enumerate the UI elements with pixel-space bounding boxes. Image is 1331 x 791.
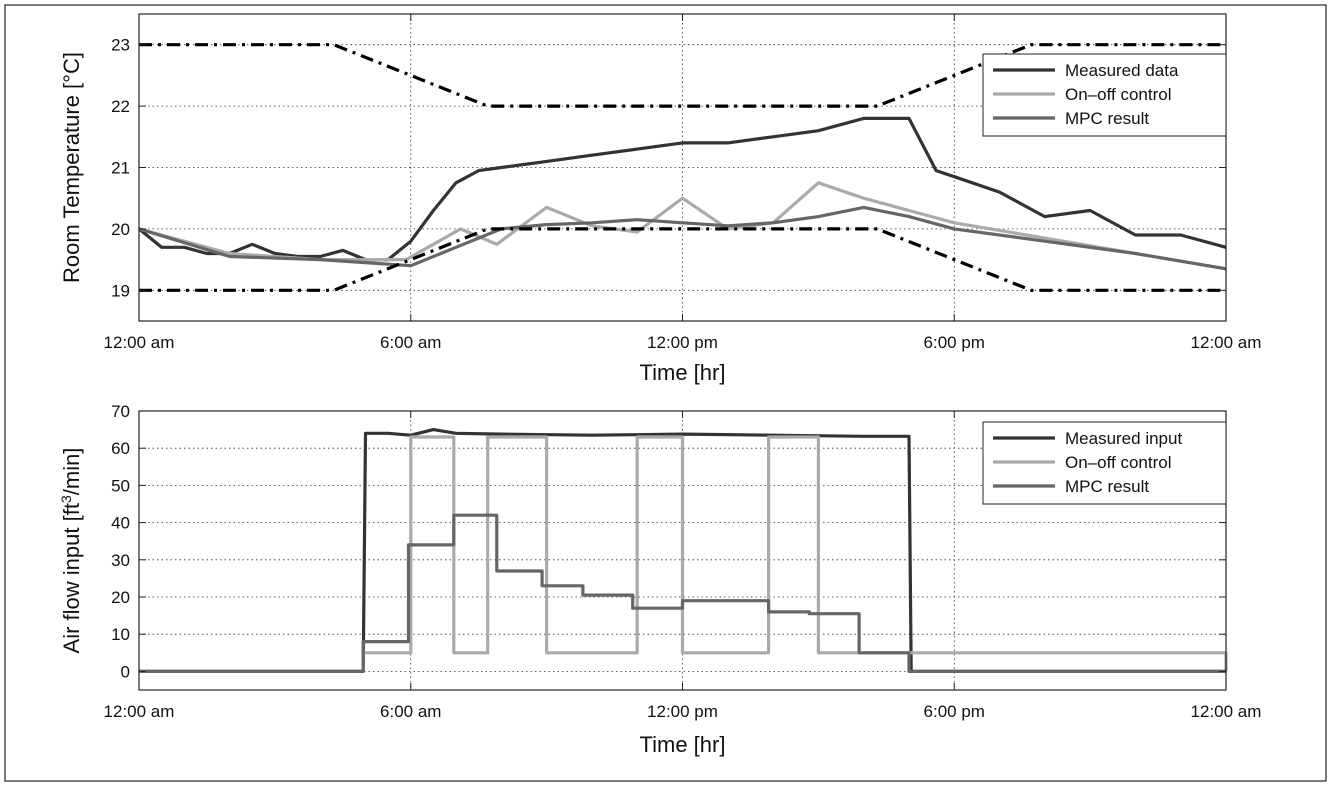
x-tick-label: 12:00 am	[104, 702, 175, 721]
legend-label: MPC result	[1065, 477, 1149, 496]
series-line-mpc-result	[138, 205, 1227, 271]
series-line-on-off-control	[138, 181, 1227, 271]
series-line-on-off-control	[139, 435, 1228, 674]
y-tick-label: 30	[111, 551, 130, 570]
airflow-x-axis-label: Time [hr]	[640, 732, 726, 757]
legend-label: Measured input	[1065, 429, 1182, 448]
airflow-y-label-tail: /min]	[59, 448, 84, 496]
y-tick-label: 21	[111, 159, 130, 178]
x-tick-label: 12:00 am	[1191, 333, 1262, 352]
series-line-mpc-result	[139, 513, 1226, 674]
y-tick-label: 20	[111, 588, 130, 607]
x-tick-label: 6:00 am	[380, 702, 441, 721]
y-tick-label: 40	[111, 514, 130, 533]
airflow-y-label-sup: 3	[58, 495, 74, 503]
airflow-y-axis-label: Air flow input [ft3/min]	[58, 448, 84, 654]
airflow-chart: 12:00 am 6:00 am 12:00 pm 6:00 pm 12:00 am 0 1…	[58, 402, 1261, 757]
x-tick-label: 12:00 am	[104, 333, 175, 352]
temperature-chart: 12:00 am 6:00 am 12:00 pm 6:00 pm 12:00 am 19…	[59, 13, 1262, 385]
airflow-series	[139, 428, 1228, 674]
x-tick-label: 6:00 pm	[924, 333, 985, 352]
y-tick-label: 50	[111, 476, 130, 495]
y-tick-label: 22	[111, 97, 130, 116]
temperature-legend: Measured data On–off control MPC result	[982, 53, 1227, 137]
temperature-y-axis-label: Room Temperature [°C]	[59, 52, 84, 283]
legend-label: MPC result	[1065, 109, 1149, 128]
y-tick-label: 70	[111, 402, 130, 421]
x-tick-label: 12:00 am	[1191, 702, 1262, 721]
temperature-x-axis-label: Time [hr]	[640, 360, 726, 385]
x-tick-label: 12:00 pm	[647, 333, 718, 352]
y-tick-label: 60	[111, 439, 130, 458]
airflow-y-label-base: Air flow input [ft	[59, 503, 84, 653]
airflow-legend: Measured input On–off control MPC result	[982, 421, 1227, 505]
y-tick-label: 0	[121, 662, 130, 681]
x-tick-label: 12:00 pm	[647, 702, 718, 721]
y-tick-label: 10	[111, 625, 130, 644]
series-line-measured-input	[139, 428, 1226, 674]
temperature-ticks: 12:00 am 6:00 am 12:00 pm 6:00 pm 12:00 am 19…	[104, 14, 1262, 352]
legend-box	[982, 421, 1227, 505]
temperature-series	[137, 43, 1227, 292]
airflow-ticks: 12:00 am 6:00 am 12:00 pm 6:00 pm 12:00 am 0 1…	[104, 402, 1262, 721]
legend-label: On–off control	[1065, 85, 1171, 104]
legend-label: Measured data	[1065, 61, 1179, 80]
y-tick-label: 23	[111, 36, 130, 55]
x-tick-label: 6:00 am	[380, 333, 441, 352]
x-tick-label: 6:00 pm	[924, 702, 985, 721]
y-tick-label: 19	[111, 281, 130, 300]
y-tick-label: 20	[111, 220, 130, 239]
legend-label: On–off control	[1065, 453, 1171, 472]
series-line-measured-data	[137, 116, 1227, 262]
